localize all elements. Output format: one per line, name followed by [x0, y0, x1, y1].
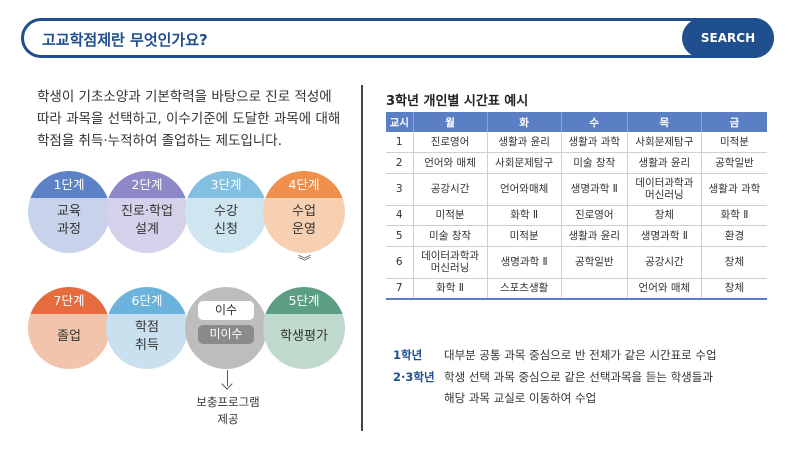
search-bar[interactable]: 고교학점제란 무엇인가요? SEARCH [21, 18, 774, 58]
step-label: 7단계 [28, 287, 110, 314]
step-7-circle: 7단계 졸업 [28, 287, 110, 369]
header-cell: 목 [626, 112, 702, 132]
timetable: 교시 월 화 수 목 금 1 진로영어 생활과 윤리 생활과 과학 사회문제탐구 미적분 2… [386, 112, 767, 300]
step-4-circle: 4단계 수업 운영 [263, 171, 345, 253]
step-3-circle: 3단계 수강 신청 [185, 171, 267, 253]
search-button[interactable]: SEARCH [682, 18, 774, 58]
period-cell: 3 [386, 173, 413, 206]
subject-cell: 창체 [700, 278, 767, 300]
subject-cell: 환경 [700, 225, 767, 247]
period-cell: 4 [386, 205, 413, 226]
step-6-circle: 6단계 학점 취득 [106, 287, 188, 369]
subject-cell: 생명과학 Ⅱ [560, 173, 628, 206]
fail-badge: 미이수 [198, 325, 254, 344]
subject-cell: 사회문제탐구 [486, 152, 562, 174]
step-label: 3단계 [185, 171, 267, 198]
subject-cell: 화학 Ⅱ [486, 205, 562, 226]
header-cell: 교시 [386, 112, 413, 132]
subject-cell: 미적분 [412, 205, 488, 226]
subject-cell: 화학 Ⅱ [700, 205, 767, 226]
step-text: 수강 신청 [185, 198, 267, 253]
table-row: 1 진로영어 생활과 윤리 생활과 과학 사회문제탐구 미적분 [386, 132, 767, 153]
step-text: 학생평가 [263, 314, 345, 369]
header-cell: 금 [700, 112, 767, 132]
subject-cell: 공학일반 [700, 152, 767, 174]
divider [361, 85, 363, 431]
step-text: 교육 과정 [28, 198, 110, 253]
table-row: 3 공강시간 언어와매체 생명과학 Ⅱ 데이터과학과 머신러닝 생활과 과학 [386, 173, 767, 206]
header-cell: 수 [560, 112, 628, 132]
chevron-down-icon: ︾ [298, 255, 312, 270]
intro-text: 학생이 기초소양과 기본학력을 바탕으로 진로 적성에 따라 과목을 선택하고,… [37, 89, 341, 149]
search-input[interactable]: 고교학점제란 무엇인가요? [42, 31, 208, 49]
note-grade23-cont: 해당 과목 교실로 이동하여 수업 [444, 391, 597, 405]
subject-cell: 화학 Ⅱ [412, 278, 488, 300]
table-row: 5 미술 창작 미적분 생활과 윤리 생명과학 Ⅱ 환경 [386, 225, 767, 247]
subject-cell: 창체 [700, 246, 767, 279]
note-text: 학생 선택 과목 중심으로 같은 선택과목을 듣는 학생들과 [444, 370, 713, 384]
step-label: 1단계 [28, 171, 110, 198]
step-text: 수업 운영 [263, 198, 345, 253]
header-cell: 화 [486, 112, 562, 132]
step-2-circle: 2단계 진로·학업 설계 [106, 171, 188, 253]
subject-cell: 생명과학 Ⅱ [486, 246, 562, 279]
header-cell: 월 [412, 112, 488, 132]
step-label: 4단계 [263, 171, 345, 198]
subject-cell: 미술 창작 [560, 152, 628, 174]
table-row: 2 언어와 매체 사회문제탐구 미술 창작 생활과 윤리 공학일반 [386, 152, 767, 174]
period-cell: 2 [386, 152, 413, 174]
period-cell: 7 [386, 278, 413, 300]
subject-cell: 진로영어 [560, 205, 628, 226]
table-row: 7 화학 Ⅱ 스포츠생활 언어와 매체 창체 [386, 278, 767, 300]
note-label: 2·3학년 [393, 370, 435, 384]
step-5-circle: 5단계 학생평가 [263, 287, 345, 369]
note-text: 대부분 공통 과목 중심으로 반 전체가 같은 시간표로 수업 [444, 348, 717, 362]
supplement-label: 보충프로그램 제공 [196, 395, 260, 426]
period-cell: 5 [386, 225, 413, 247]
timetable-title: 3학년 개인별 시간표 예시 [386, 94, 529, 109]
subject-cell: 사회문제탐구 [626, 132, 702, 153]
down-arrow-icon [221, 378, 233, 390]
subject-cell: 미술 창작 [412, 225, 488, 247]
subject-cell: 데이터과학과 머신러닝 [626, 173, 702, 206]
subject-cell: 생활과 윤리 [486, 132, 562, 153]
subject-cell [560, 278, 628, 300]
subject-cell: 미적분 [486, 225, 562, 247]
subject-cell: 생활과 윤리 [626, 152, 702, 174]
subject-cell: 생활과 과학 [560, 132, 628, 153]
subject-cell: 공학일반 [560, 246, 628, 279]
subject-cell: 창체 [626, 205, 702, 226]
pass-badge: 이수 [198, 301, 254, 320]
note-grade1: 1학년 대부분 공통 과목 중심으로 반 전체가 같은 시간표로 수업 [393, 346, 717, 365]
completion-check-circle: 이수 미이수 [185, 287, 267, 369]
note-label: 1학년 [393, 348, 423, 362]
subject-cell: 공강시간 [412, 173, 488, 206]
step-text: 학점 취득 [106, 314, 188, 369]
step-text: 졸업 [28, 314, 110, 369]
step-label: 2단계 [106, 171, 188, 198]
subject-cell: 공강시간 [626, 246, 702, 279]
subject-cell: 미적분 [700, 132, 767, 153]
subject-cell: 언어와매체 [486, 173, 562, 206]
timetable-header-row: 교시 월 화 수 목 금 [386, 112, 767, 132]
subject-cell: 데이터과학과 머신러닝 [412, 246, 488, 279]
subject-cell: 언어와 매체 [626, 278, 702, 300]
subject-cell: 생활과 윤리 [560, 225, 628, 247]
table-row: 6 데이터과학과 머신러닝 생명과학 Ⅱ 공학일반 공강시간 창체 [386, 246, 767, 279]
step-1-circle: 1단계 교육 과정 [28, 171, 110, 253]
subject-cell: 스포츠생활 [486, 278, 562, 300]
subject-cell: 생활과 과학 [700, 173, 767, 206]
period-cell: 6 [386, 246, 413, 279]
step-text: 진로·학업 설계 [106, 198, 188, 253]
step-label: 5단계 [263, 287, 345, 314]
step-label: 6단계 [106, 287, 188, 314]
note-grade23: 2·3학년 학생 선택 과목 중심으로 같은 선택과목을 듣는 학생들과 [393, 368, 713, 387]
subject-cell: 진로영어 [412, 132, 488, 153]
table-row: 4 미적분 화학 Ⅱ 진로영어 창체 화학 Ⅱ [386, 205, 767, 226]
down-arrow-line [227, 370, 228, 386]
period-cell: 1 [386, 132, 413, 153]
subject-cell: 생명과학 Ⅱ [626, 225, 702, 247]
subject-cell: 언어와 매체 [412, 152, 488, 174]
